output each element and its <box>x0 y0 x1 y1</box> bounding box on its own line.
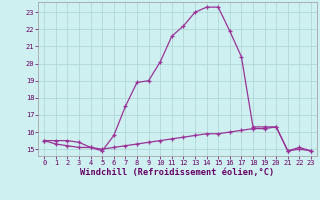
X-axis label: Windchill (Refroidissement éolien,°C): Windchill (Refroidissement éolien,°C) <box>80 168 275 177</box>
